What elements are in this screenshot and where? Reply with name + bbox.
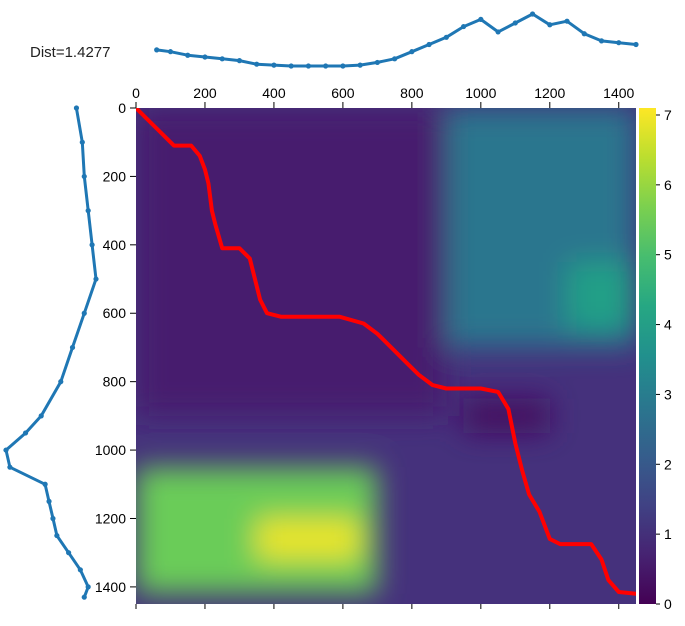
- top-series-point: [154, 47, 160, 53]
- left-series-point: [42, 481, 48, 487]
- top-series-point: [460, 23, 467, 30]
- left-series-point: [50, 515, 56, 522]
- colorbar-tick-label: 3: [664, 386, 672, 402]
- top-series-point: [357, 62, 363, 68]
- top-series-point: [254, 61, 260, 67]
- colorbar-tick-label: 0: [664, 596, 672, 612]
- top-series-point: [374, 59, 380, 66]
- left-series-point: [46, 498, 52, 504]
- distance-label: Dist=1.4277: [30, 44, 111, 61]
- y-tick-label: 400: [103, 237, 127, 253]
- top-series-point: [426, 41, 432, 48]
- left-series-point: [66, 550, 72, 556]
- x-tick-label: 200: [193, 85, 217, 101]
- colorbar-tick-label: 1: [664, 526, 672, 542]
- colorbar-tick-label: 4: [664, 317, 672, 333]
- top-series-point: [392, 56, 398, 62]
- top-series-point: [581, 31, 587, 37]
- top-series-point: [167, 49, 174, 55]
- left-series-point: [89, 242, 95, 248]
- heatmap-region-4: [256, 518, 361, 560]
- top-series-point: [564, 18, 570, 24]
- top-series-point: [616, 40, 622, 46]
- colorbar-tick-label: 6: [664, 177, 672, 193]
- heatmap-regions: [136, 108, 636, 596]
- left-series-point: [81, 310, 87, 316]
- left-series-point: [73, 105, 80, 111]
- top-series-point: [512, 20, 518, 26]
- x-tick-label: 1000: [465, 85, 496, 101]
- y-tick-label: 800: [103, 374, 127, 390]
- y-tick-label: 0: [118, 100, 126, 116]
- left-series-point: [81, 594, 87, 600]
- left-series-line: [4, 107, 98, 598]
- colorbar: [639, 108, 656, 604]
- x-tick-label: 600: [331, 85, 355, 101]
- top-series-point: [305, 63, 312, 69]
- left-series-point: [54, 532, 60, 539]
- left-series-point: [7, 464, 13, 470]
- top-series-point: [288, 63, 294, 69]
- colorbar-tick-label: 2: [664, 456, 672, 472]
- left-series-point: [85, 208, 91, 214]
- colorbar-tick-label: 7: [664, 107, 672, 123]
- left-series-point: [38, 413, 44, 419]
- x-tick-label: 1200: [534, 85, 565, 101]
- left-series-point: [85, 584, 91, 590]
- x-tick-label: 0: [132, 85, 140, 101]
- left-series-point: [69, 344, 76, 351]
- left-series-point: [79, 139, 85, 145]
- colorbar-tick-label: 5: [664, 247, 672, 263]
- top-series-point: [323, 63, 329, 69]
- top-series-point: [443, 34, 449, 40]
- top-series-point: [633, 41, 639, 48]
- top-series-point: [271, 62, 277, 68]
- y-tick-label: 600: [103, 305, 127, 321]
- left-series-point: [81, 173, 87, 180]
- left-series-point: [3, 447, 9, 453]
- y-tick-label: 1400: [95, 579, 126, 595]
- left-series-point: [58, 379, 64, 385]
- top-series-point: [202, 54, 208, 60]
- top-series-point: [236, 58, 243, 64]
- top-series-point: [185, 52, 191, 58]
- left-series-point: [22, 430, 29, 436]
- top-series-point: [529, 11, 536, 17]
- top-series-point: [547, 22, 553, 28]
- top-series-point: [495, 29, 501, 35]
- y-tick-label: 200: [103, 168, 127, 184]
- top-series-point: [598, 38, 605, 44]
- top-series-point: [478, 16, 484, 22]
- x-tick-label: 1400: [603, 85, 634, 101]
- y-tick-label: 1200: [95, 510, 126, 526]
- heatmap-region-2: [567, 261, 636, 331]
- top-series-point: [340, 63, 346, 69]
- heatmap-region-0: [136, 108, 447, 416]
- x-tick-label: 400: [262, 85, 286, 101]
- left-series-point: [93, 276, 99, 282]
- x-tick-label: 800: [400, 85, 424, 101]
- left-series-point: [77, 567, 83, 573]
- warping-path-line: [136, 108, 636, 596]
- top-series-point: [409, 49, 415, 55]
- y-tick-label: 1000: [95, 442, 126, 458]
- top-series-point: [219, 56, 225, 62]
